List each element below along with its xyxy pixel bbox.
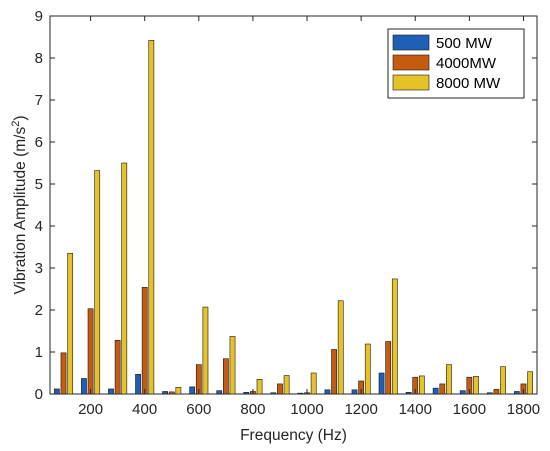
bar-3-700 — [229, 336, 236, 395]
legend-swatch-2 — [392, 54, 430, 71]
y-tick-label-6: 6 — [35, 134, 43, 151]
bar-1-100 — [54, 388, 60, 395]
y-tick-label-9: 9 — [35, 8, 43, 25]
legend-label-3: 8000 MW — [436, 75, 501, 92]
x-axis: 200 400 600 800 1000 1200 1400 1600 1800 — [78, 16, 540, 418]
bar-2-1300 — [385, 341, 392, 395]
legend-item-2: 4000MW — [392, 54, 497, 72]
bar-1-1500 — [432, 387, 439, 395]
x-tick-label-1200: 1200 — [344, 401, 377, 418]
bar-3-300 — [121, 162, 128, 395]
bar-2-200 — [87, 308, 94, 395]
x-tick-label-600: 600 — [186, 401, 211, 418]
bar-3-1600 — [473, 376, 479, 395]
legend-label-2: 4000MW — [436, 55, 497, 72]
y-tick-label-4: 4 — [35, 218, 43, 235]
bar-3-400 — [148, 40, 155, 395]
legend-item-1: 500 MW — [392, 34, 493, 52]
x-tick-label-800: 800 — [240, 401, 265, 418]
bar-2-100 — [60, 352, 67, 395]
bar-1-1800 — [513, 391, 520, 395]
bar-3-200 — [94, 170, 101, 395]
bar-1-800 — [243, 392, 250, 395]
y-tick-label-3: 3 — [35, 260, 43, 277]
y-tick-label-1: 1 — [35, 344, 43, 361]
bar-1-1000 — [297, 392, 304, 395]
y-axis: 0 1 2 3 4 5 6 7 8 9 — [35, 8, 537, 403]
bar-2-500 — [168, 391, 175, 395]
bar-1-500 — [162, 391, 168, 395]
x-axis-label: Frequency (Hz) — [240, 427, 347, 444]
bar-3-1700 — [500, 366, 506, 395]
x-tick-label-1800: 1800 — [507, 401, 540, 418]
y-tick-label-0: 0 — [35, 386, 43, 403]
bar-2-400 — [141, 287, 148, 395]
y-axis-label-superscript: 2 — [10, 121, 22, 127]
bar-2-1500 — [439, 383, 446, 395]
bar-2-900 — [277, 383, 283, 395]
bar-3-1500 — [446, 364, 452, 395]
x-tick-label-200: 200 — [78, 401, 103, 418]
y-axis-label-close: ) — [12, 115, 29, 120]
bar-1-1300 — [378, 372, 385, 395]
y-tick-label-8: 8 — [35, 50, 43, 67]
legend-swatch-3 — [392, 74, 430, 91]
bar-3-1200 — [364, 343, 371, 395]
legend: 500 MW 4000MW 8000 MW — [387, 28, 525, 99]
bar-3-1400 — [419, 375, 425, 395]
bar-1-700 — [216, 390, 223, 395]
bar-3-1300 — [391, 278, 398, 395]
bar-1-400 — [135, 373, 141, 395]
bar-3-1800 — [527, 371, 533, 395]
bar-2-700 — [222, 358, 229, 395]
bar-1-200 — [81, 378, 87, 395]
y-axis-label: Vibration Amplitude (m/s2) — [10, 115, 29, 294]
bar-3-600 — [202, 306, 209, 395]
bar-1-600 — [189, 386, 196, 395]
bar-3-1100 — [337, 300, 344, 395]
bar-1-1600 — [459, 390, 466, 395]
bar-2-300 — [114, 339, 121, 395]
y-axis-label-main: Vibration Amplitude (m/s — [12, 127, 29, 295]
bar-3-100 — [67, 253, 74, 395]
bar-2-1700 — [493, 389, 500, 395]
bar-2-1100 — [331, 349, 337, 395]
bar-3-500 — [175, 386, 182, 395]
bar-1-1100 — [324, 389, 331, 395]
bar-3-800 — [256, 378, 263, 395]
y-tick-label-2: 2 — [35, 302, 43, 319]
legend-item-3: 8000 MW — [392, 74, 501, 92]
bar-1-300 — [108, 388, 114, 395]
y-tick-label-5: 5 — [35, 176, 43, 193]
x-tick-label-1400: 1400 — [399, 401, 432, 418]
x-tick-label-400: 400 — [132, 401, 157, 418]
bar-1-1700 — [486, 392, 493, 395]
bar-3-1000 — [310, 372, 317, 395]
y-tick-label-7: 7 — [35, 92, 43, 109]
bars-group — [54, 40, 533, 395]
x-tick-label-1600: 1600 — [453, 401, 486, 418]
bar-1-1200 — [351, 389, 358, 395]
legend-swatch-1 — [392, 34, 430, 51]
x-tick-label-1000: 1000 — [290, 401, 323, 418]
legend-label-1: 500 MW — [436, 35, 493, 52]
bar-1-1400 — [405, 392, 412, 395]
bar-3-900 — [283, 375, 290, 395]
bar-1-900 — [270, 392, 277, 395]
